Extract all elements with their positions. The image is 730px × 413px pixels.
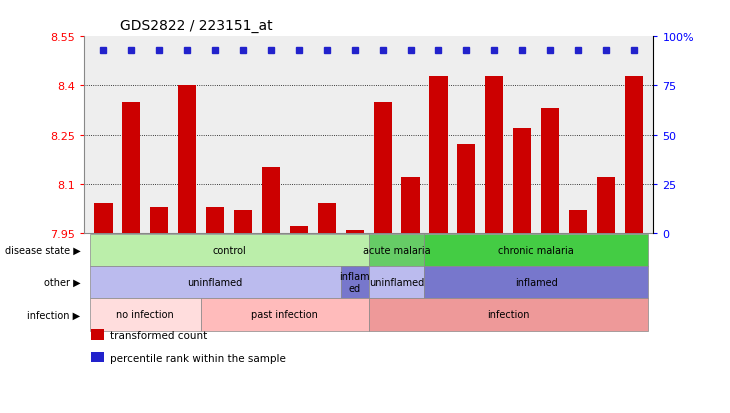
Bar [485,76,503,233]
Text: other ▶: other ▶ [44,278,80,287]
Bar [234,211,252,233]
Text: acute malaria: acute malaria [363,245,431,255]
Text: inflam
ed: inflam ed [339,272,370,293]
Text: uninflamed: uninflamed [369,278,424,287]
Bar [541,109,559,233]
Bar [402,178,420,233]
Text: infection: infection [487,310,529,320]
Bar [457,145,475,233]
Text: transformed count: transformed count [110,330,207,340]
Bar [318,204,336,233]
Bar [178,86,196,233]
Text: chronic malaria: chronic malaria [499,245,574,255]
Text: uninflamed: uninflamed [188,278,243,287]
Bar [123,102,140,233]
Bar [206,207,224,233]
Bar [569,211,587,233]
Bar [597,178,615,233]
Text: control: control [212,245,246,255]
Bar [625,76,643,233]
Bar [429,76,447,233]
Bar [513,129,531,233]
Bar [345,230,364,233]
Bar [290,227,308,233]
Text: inflamed: inflamed [515,278,558,287]
Text: GDS2822 / 223151_at: GDS2822 / 223151_at [120,19,273,33]
Text: no infection: no infection [117,310,174,320]
Bar [374,102,392,233]
Bar [150,207,169,233]
Text: percentile rank within the sample: percentile rank within the sample [110,353,285,363]
Text: disease state ▶: disease state ▶ [4,245,80,255]
Text: infection ▶: infection ▶ [27,310,80,320]
Bar [262,168,280,233]
Text: past infection: past infection [251,310,318,320]
Bar [94,204,112,233]
